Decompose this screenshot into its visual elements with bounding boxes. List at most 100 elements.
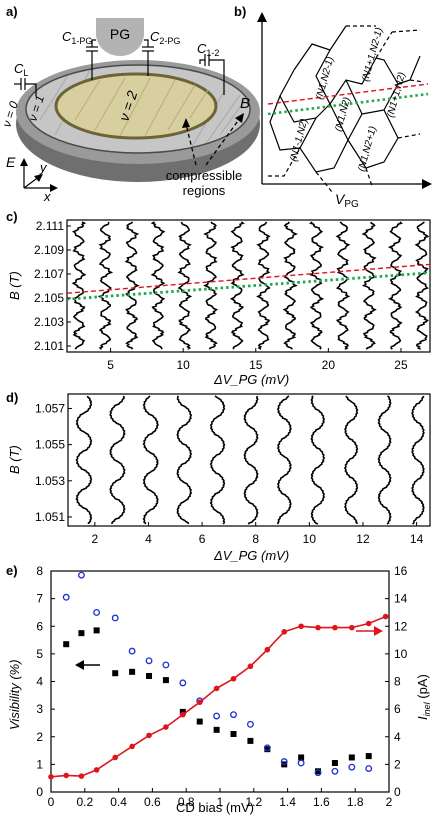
xtick-label: 4 — [145, 532, 152, 546]
visibility-circle-point — [77, 571, 85, 579]
plot-e-series — [48, 571, 389, 780]
visibility-circle-point — [162, 661, 170, 669]
compressible-label-1: compressible — [166, 168, 243, 183]
plot-c-frame — [66, 219, 431, 353]
axis-x-label: x — [43, 189, 51, 204]
inelastic-current-point — [213, 685, 220, 692]
visibility-square-point — [247, 737, 254, 744]
xtick-label: 2 — [91, 532, 98, 546]
inelastic-current-point — [365, 620, 372, 627]
trace — [176, 395, 193, 524]
ytick-left-label: 6 — [36, 619, 43, 633]
xtick-label: 1.4 — [279, 795, 296, 809]
xtick-label: 10 — [303, 532, 317, 546]
state-label-3: (N1,N2) — [333, 96, 353, 133]
inelastic-current-point — [298, 623, 304, 630]
inelastic-current-point — [247, 663, 254, 670]
state-label-6: (N1,N2+1) — [356, 125, 379, 173]
ytick-right-label: 10 — [394, 647, 408, 661]
visibility-square-point — [93, 627, 100, 634]
panel-d: d) 2 4 6 8 10 12 14 1.051 1.053 1.055 1.057 B (T)… — [6, 390, 431, 563]
xtick-label: 1.2 — [245, 795, 262, 809]
plot-d-ylabel: B (T) — [7, 445, 22, 474]
xtick-label: 2 — [386, 795, 393, 809]
trace — [414, 221, 430, 350]
ytick-left-label: 0 — [36, 785, 43, 799]
inelastic-current-point — [349, 624, 355, 631]
plot-c-guides — [66, 263, 431, 301]
b-x-arrow — [422, 179, 432, 189]
visibility-circle-point — [179, 679, 187, 687]
trace — [71, 221, 87, 350]
trace — [387, 221, 403, 350]
panel-b-label: b) — [234, 4, 246, 19]
inelastic-current-point — [382, 613, 389, 620]
trace — [97, 221, 114, 350]
plot-c-traces — [71, 221, 430, 350]
plot-e-yticks-left: 0 1 2 3 4 5 6 7 8 — [36, 564, 55, 799]
cl-label: CL — [14, 61, 28, 78]
plot-c-yticks: 2.101 2.103 2.105 2.107 2.109 2.111 — [34, 219, 71, 353]
c2pg-label: C2-PG — [150, 29, 180, 46]
ytick-left-label: 8 — [36, 564, 43, 578]
trace — [377, 395, 392, 525]
plot-e-ylabel-right: Iinel (pA) — [415, 674, 432, 720]
ytick-left-label: 5 — [36, 647, 43, 661]
right-axis-arrowhead — [374, 626, 383, 636]
inelastic-current-point — [63, 772, 70, 779]
visibility-square-point — [213, 726, 220, 733]
ytick-right-label: 16 — [394, 564, 408, 578]
state-label-2: (N1+1,N2-1) — [360, 27, 385, 83]
panel-c: c) 5 10 15 20 25 2.1012.1032.1052.1072.1092.… — [6, 209, 431, 387]
trace — [243, 395, 259, 525]
plot-d-traces — [75, 395, 425, 525]
compressible-arrows — [185, 117, 241, 166]
plot-e-ylabel-left: Visibility (%) — [7, 659, 22, 730]
green-guide-line — [66, 271, 431, 301]
plot-e-yticks-right: 0 2 4 6 8 10 12 14 16 — [385, 564, 408, 799]
trace — [124, 221, 140, 350]
inelastic-current-point — [332, 624, 338, 631]
ytick-right-label: 12 — [394, 619, 408, 633]
plot-c-xticks: 5 10 15 20 25 — [107, 348, 408, 372]
pg-gate — [96, 18, 144, 56]
xtick-label: 12 — [356, 532, 370, 546]
ytick-label: 1.055 — [35, 438, 65, 452]
visibility-square-point — [162, 677, 169, 684]
ytick-label: 2.111 — [36, 219, 65, 233]
visibility-circle-point — [280, 758, 288, 766]
b-green-guide — [267, 92, 429, 116]
inelastic-current-point — [163, 724, 169, 730]
xtick-label: 15 — [249, 358, 263, 372]
inelastic-current-point — [196, 699, 203, 706]
ytick-label: 1.057 — [35, 401, 65, 415]
visibility-square-point — [146, 672, 153, 679]
outer-edge — [25, 64, 251, 154]
trace — [343, 395, 359, 525]
visibility-circle-point — [145, 657, 153, 665]
inelastic-current-point — [281, 628, 288, 635]
inelastic-current-point — [146, 732, 152, 739]
axis-e-label: E — [6, 154, 16, 170]
axis-arrowheads — [20, 158, 58, 192]
state-label-5: (N1-1,N2) — [288, 118, 310, 163]
nu2-stripes — [74, 77, 209, 137]
trace — [209, 395, 226, 525]
ytick-left-label: 7 — [36, 592, 43, 606]
inelastic-current-point — [78, 773, 85, 779]
trace — [203, 221, 219, 350]
visibility-square-point — [78, 630, 85, 637]
ytick-left-label: 2 — [36, 730, 43, 744]
trace — [309, 221, 325, 350]
red-guide-line — [66, 263, 431, 294]
inelastic-current-point — [48, 774, 54, 780]
ytick-left-label: 1 — [36, 757, 43, 771]
xtick-label: 0 — [48, 795, 55, 809]
state-label-4: (N1+1,N2) — [385, 71, 408, 119]
ytick-right-label: 0 — [394, 785, 401, 799]
visibility-square-point — [129, 668, 136, 675]
inelastic-current-point — [112, 754, 119, 761]
trace — [361, 221, 377, 350]
inelastic-current-line — [50, 615, 386, 778]
